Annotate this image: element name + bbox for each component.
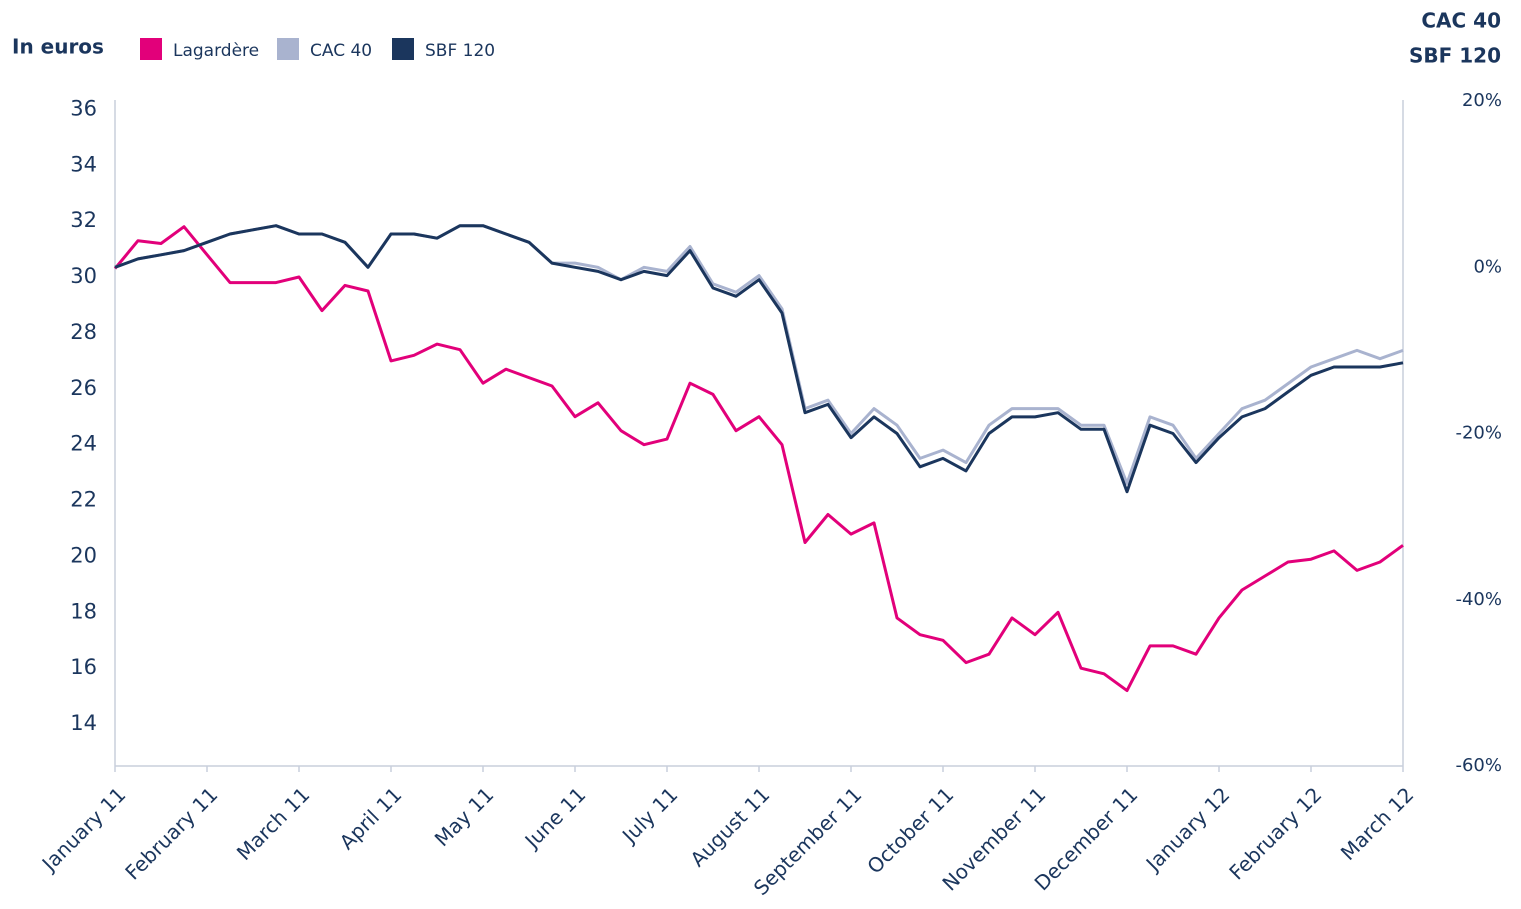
x-tick-label: January 12 [1140, 782, 1234, 876]
y-tick-label: 24 [70, 432, 97, 456]
y-tick-label: 34 [70, 152, 97, 176]
y2-tick-label: 0% [1473, 256, 1502, 277]
series-line [113, 225, 1404, 693]
x-tick-label: January 11 [36, 782, 130, 876]
y2-tick-label: -60% [1455, 755, 1502, 776]
y-axis-label: In euros [12, 35, 104, 59]
y-tick-label: 26 [70, 376, 97, 400]
y-tick-label: 16 [70, 655, 97, 679]
x-tick-label: August 11 [685, 782, 774, 871]
series-line [114, 224, 1404, 485]
y2-tick-label: -20% [1455, 423, 1502, 444]
y2-tick-label: -40% [1455, 589, 1502, 610]
y-tick-label: 20 [70, 543, 97, 567]
y-tick-label: 28 [70, 320, 97, 344]
y2-axis-label: CAC 40 [1421, 9, 1501, 33]
legend-swatch [277, 38, 299, 60]
x-tick-label: February 11 [120, 782, 222, 884]
x-tick-label: April 11 [335, 782, 407, 854]
y-tick-label: 32 [70, 208, 97, 232]
y2-tick-label: 20% [1462, 90, 1502, 111]
series-line [114, 224, 1404, 494]
legend-swatch [140, 38, 162, 60]
x-tick-label: February 12 [1224, 782, 1326, 884]
y-tick-label: 22 [70, 488, 97, 512]
y-tick-label: 14 [70, 711, 97, 735]
legend-label: SBF 120 [425, 41, 495, 61]
x-tick-label: July 11 [616, 782, 682, 848]
legend-label: CAC 40 [310, 41, 372, 61]
y-tick-label: 36 [70, 96, 97, 120]
x-tick-label: June 11 [519, 782, 591, 854]
legend-swatch [392, 38, 414, 60]
y-tick-label: 18 [70, 599, 97, 623]
x-tick-label: May 11 [430, 782, 499, 851]
legend-label: Lagardère [173, 41, 259, 61]
x-tick-label: October 11 [862, 782, 958, 878]
y2-axis-label: SBF 120 [1409, 44, 1501, 68]
x-tick-label: March 12 [1336, 782, 1419, 865]
x-tick-label: March 11 [232, 782, 315, 865]
y-tick-label: 30 [70, 264, 97, 288]
